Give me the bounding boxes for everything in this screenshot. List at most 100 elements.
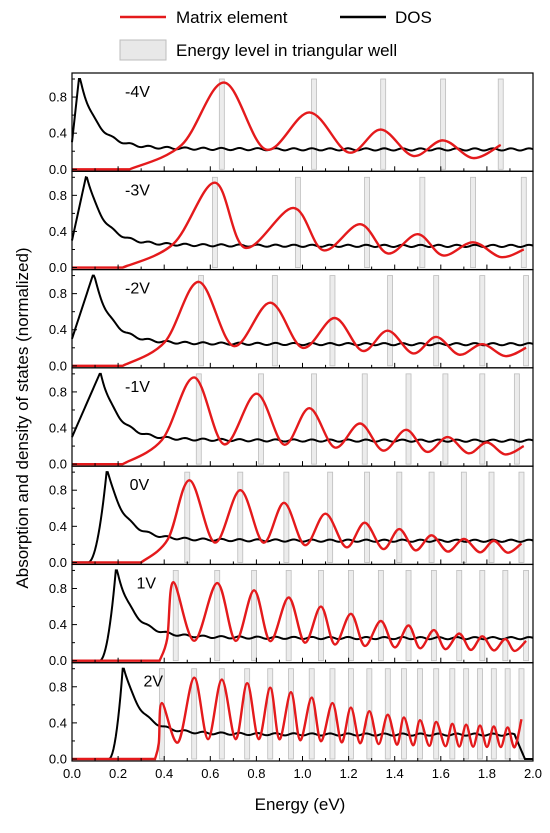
y-tick-label: 0.0 [49,260,67,275]
y-tick-label: 0.8 [49,679,67,694]
x-tick-label: 1.0 [293,766,311,781]
dos-line [71,274,534,347]
energy-level-bar [294,176,301,268]
energy-level-bar [419,176,426,268]
energy-level-bar [440,78,447,170]
legend-matrix-label: Matrix element [176,8,288,27]
y-tick-label: 0.0 [49,358,67,373]
legend-energy-level-swatch [119,39,167,61]
y-tick-label: 0.8 [49,581,67,596]
y-tick-label: 0.0 [49,162,67,177]
x-tick-label: 0.8 [247,766,265,781]
energy-level-bar [361,373,368,465]
energy-level-bar [433,275,440,367]
energy-level-bar [311,78,317,170]
panel-label: 2V [143,674,163,691]
x-tick-label: 0.6 [201,766,219,781]
y-tick-label: 0.0 [49,555,67,570]
y-tick-label: 0.0 [49,653,67,668]
y-tick-label: 0.4 [49,715,67,730]
energy-level-bar [523,275,529,367]
energy-level-bar [488,471,495,563]
matrix-element-line [72,479,523,564]
y-tick-label: 0.0 [49,457,67,472]
panel-1V: 0.0 0.4 0.8 1V [49,563,534,668]
matrix-element-line [72,181,525,269]
energy-level-bar [401,668,407,760]
energy-level-bar [364,176,370,268]
energy-level-bar [477,668,483,760]
energy-level-bar [518,668,525,760]
energy-level-bar [513,373,520,465]
y-tick-label: 0.4 [49,322,67,337]
energy-level-bar [405,373,412,465]
energy-level-bar [311,373,317,465]
energy-level-bar [198,275,204,367]
energy-level-bar [520,176,527,268]
panel--3V: 0.0 0.4 0.8 -3V [49,170,534,275]
energy-level-bar [258,373,264,465]
energy-level-bar [463,668,470,760]
energy-level-bar [285,570,292,662]
energy-level-bar [523,570,529,662]
energy-level-bar [479,373,486,465]
energy-level-bar [433,668,440,760]
energy-level-bar [214,570,221,662]
energy-level-bar [237,471,244,563]
x-tick-label: 0.4 [155,766,173,781]
x-axis-title: Energy (eV) [255,795,346,814]
matrix-element-line [72,580,527,662]
panel-2V: 0.0 0.4 0.8 2V [49,662,534,767]
energy-level-bar [497,78,504,170]
panel-label: -4V [125,84,150,101]
x-tick-label: 1.8 [478,766,496,781]
energy-level-bar [470,176,476,268]
panel-label: -1V [125,379,150,396]
energy-level-bar [251,570,257,662]
matrix-element-line [72,81,502,171]
energy-level-bar [172,570,179,662]
energy-level-bar [490,668,497,760]
panel--4V: 0.0 0.4 0.8 -4V [49,72,534,177]
energy-level-bar [449,668,456,760]
energy-level-bar [479,275,486,367]
energy-level-bar [283,471,290,563]
energy-level-bar [377,570,384,662]
panel--2V: 0.0 0.4 0.8 -2V [49,268,534,373]
energy-level-bar [218,668,225,760]
x-tick-labels: 0.0 0.2 0.4 0.6 0.8 1.0 1.2 1.4 1.6 1.8 2.0 [63,766,542,781]
energy-level-bar [380,78,387,170]
energy-level-bar [329,668,336,760]
dos-line [71,176,534,248]
y-tick-label: 0.8 [49,384,67,399]
x-tick-label: 0.0 [63,766,81,781]
y-tick-label: 0.8 [49,286,67,301]
energy-level-bar [271,275,278,367]
panel-label: -3V [125,182,150,199]
y-tick-label: 0.0 [49,752,67,767]
x-tick-label: 1.4 [386,766,404,781]
x-tick-label: 0.2 [109,766,127,781]
energy-level-bar [288,668,294,760]
panel-label: 1V [137,575,157,592]
energy-level-bar [308,668,315,760]
matrix-element-line [72,676,523,761]
x-tick-label: 1.6 [432,766,450,781]
y-tick-label: 0.8 [49,483,67,498]
panel-0V: 0.0 0.4 0.8 0V [49,465,534,570]
legend-dos-label: DOS [395,8,432,27]
energy-level-bar [428,471,435,563]
x-tick-label: 1.2 [340,766,358,781]
y-tick-label: 0.4 [49,126,67,141]
energy-level-bar [218,78,225,170]
legend: Matrix element DOS Energy level in trian… [119,8,432,61]
y-tick-label: 0.8 [49,90,67,105]
panels: 0.00.40.8 -4V0.00.40.8 -3V0.00.40.8 -2V0.00… [49,72,534,767]
energy-level-bar [212,176,218,268]
energy-level-bar [456,570,463,662]
panel-label: 0V [130,477,150,494]
energy-level-bar [442,373,449,465]
energy-level-bar [195,373,202,465]
energy-level-bar [417,668,423,760]
